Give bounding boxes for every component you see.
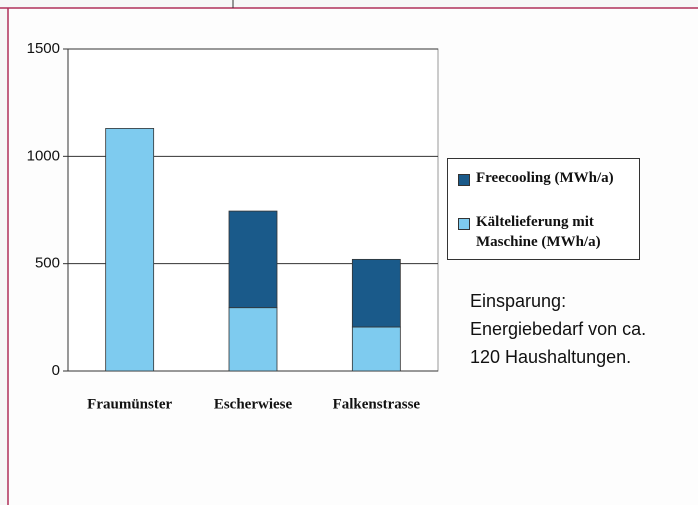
legend-swatch	[458, 174, 470, 186]
y-tick-label: 1000	[27, 147, 60, 164]
annotation: Einsparung:	[470, 291, 566, 311]
bar-segment	[228, 307, 278, 372]
annotation: 120 Haushaltungen.	[470, 347, 631, 367]
x-tick-label: Fraumünster	[87, 396, 172, 412]
legend-item: Freecooling (MWh/a)	[458, 170, 626, 188]
annotation: Energiebedarf von ca.	[470, 319, 646, 339]
bar-segment	[351, 258, 401, 328]
y-tick-label: 500	[35, 255, 60, 272]
y-tick-label: 0	[52, 362, 60, 379]
legend-item: Kältelieferung mit Maschine (MWh/a)	[458, 214, 626, 252]
bar-segment	[351, 326, 401, 372]
x-tick-label: Falkenstrasse	[333, 396, 421, 412]
y-tick-label: 1500	[27, 40, 60, 57]
bar-segment	[228, 210, 278, 309]
legend-swatch	[458, 218, 470, 230]
plot: 0 500 1000 1500 Fraumünster Escherwiese Falken…	[27, 40, 647, 412]
legend: Freecooling (MWh/a) Kältelieferung mit Ma…	[447, 158, 640, 260]
legend-label: Freecooling (MWh/a)	[476, 170, 614, 186]
bar-segment	[105, 128, 155, 372]
legend-label: Kältelieferung mit Maschine (MWh/a)	[476, 214, 601, 250]
x-tick-label: Escherwiese	[214, 396, 293, 412]
